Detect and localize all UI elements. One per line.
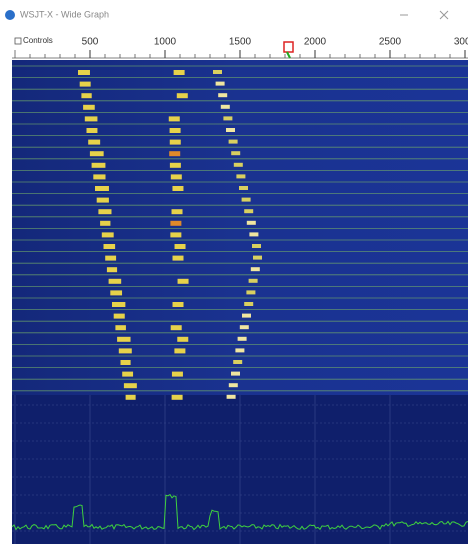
signal: [170, 232, 181, 237]
signal: [170, 128, 181, 133]
signal: [216, 82, 225, 86]
signal: [177, 337, 188, 342]
signal: [97, 198, 109, 203]
signal: [178, 279, 189, 284]
signal: [229, 140, 238, 144]
signal: [253, 256, 262, 260]
signal: [249, 279, 258, 283]
signal: [170, 140, 181, 145]
tick-label: 2000: [304, 37, 327, 48]
signal: [90, 151, 104, 156]
signal: [119, 348, 132, 353]
signal: [87, 128, 98, 133]
signal: [218, 93, 227, 97]
signal: [109, 279, 122, 284]
signal: [244, 209, 253, 213]
signal: [239, 186, 248, 190]
signal: [233, 360, 242, 364]
controls-label[interactable]: Controls: [23, 36, 53, 45]
signal: [229, 383, 238, 387]
signal: [221, 105, 230, 109]
wide-graph-window: WSJT-X - Wide Graph Controls 500 1000 1500…: [0, 0, 468, 544]
signal: [88, 140, 100, 145]
tick-label: 500: [82, 37, 99, 48]
signal: [171, 174, 182, 179]
signal: [223, 116, 232, 120]
page: WSJT-X - Wide Graph Controls 500 1000 1500…: [0, 0, 468, 544]
signal: [121, 360, 131, 365]
window-title: WSJT-X - Wide Graph: [20, 9, 109, 19]
signal: [100, 221, 110, 226]
signal: [78, 70, 90, 75]
signal: [242, 198, 251, 202]
signal: [227, 395, 236, 399]
signal: [124, 383, 137, 388]
signal: [170, 163, 181, 168]
signal: [172, 372, 183, 377]
signal: [95, 186, 109, 191]
signal: [98, 209, 111, 214]
signal: [231, 372, 240, 376]
signal: [244, 302, 253, 306]
signal: [252, 244, 261, 248]
signal: [110, 290, 122, 295]
signal: [235, 348, 244, 352]
signal: [174, 70, 185, 75]
signal: [246, 290, 255, 294]
signal: [174, 348, 185, 353]
tick-label: 2500: [379, 37, 402, 48]
signal: [170, 221, 181, 226]
signal: [172, 395, 183, 400]
signal: [115, 325, 126, 330]
signal: [126, 395, 136, 400]
signal: [81, 93, 91, 98]
signal: [169, 116, 180, 121]
signal: [242, 314, 251, 318]
signal: [173, 256, 184, 261]
signal: [92, 163, 106, 168]
signal: [226, 128, 235, 132]
signal: [107, 267, 117, 272]
signal: [240, 325, 249, 329]
signal: [83, 105, 95, 110]
signal: [105, 256, 116, 261]
signal: [104, 244, 116, 249]
signal: [177, 93, 188, 98]
signal: [213, 70, 222, 74]
signal: [238, 337, 247, 341]
signal: [236, 174, 245, 178]
signal: [175, 244, 186, 249]
signal: [85, 116, 98, 121]
signal: [93, 174, 105, 179]
signal: [247, 221, 256, 225]
tick-label: 1000: [154, 37, 177, 48]
signal: [251, 267, 260, 271]
tick-label: 1500: [229, 37, 252, 48]
tick-label: 3000: [454, 37, 468, 48]
signal: [80, 82, 91, 87]
signal: [234, 163, 243, 167]
app-icon: [5, 10, 15, 20]
signal: [114, 314, 125, 319]
signal: [171, 325, 182, 330]
signal: [249, 232, 258, 236]
signal: [112, 302, 125, 307]
signal: [169, 151, 180, 156]
signal: [173, 302, 184, 307]
signal: [231, 151, 240, 155]
signal: [122, 372, 133, 377]
signal: [172, 209, 183, 214]
controls-checkbox[interactable]: [15, 38, 21, 44]
signal: [117, 337, 130, 342]
signal: [172, 186, 183, 191]
signal: [102, 232, 114, 237]
